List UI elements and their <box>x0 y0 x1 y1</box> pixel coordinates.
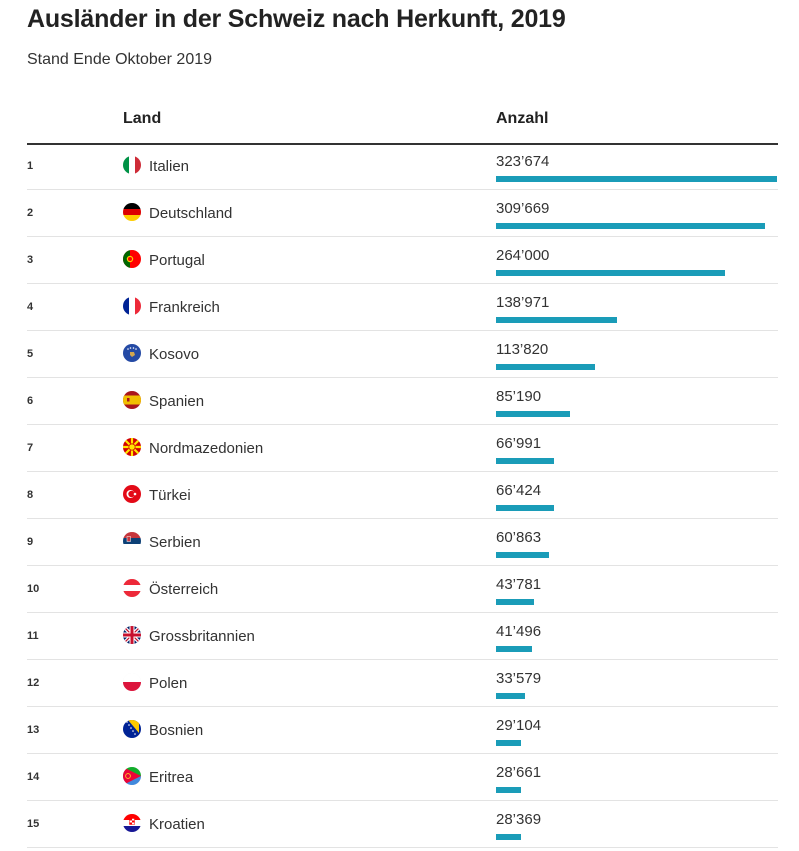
rank-label: 6 <box>27 395 34 407</box>
table-row: 2 Deutschland 309’669 <box>27 190 778 237</box>
value-label: 60’863 <box>496 529 542 546</box>
table-row: 9 Serbien 60’863 <box>27 519 778 566</box>
serbia-flag-icon <box>123 532 141 550</box>
table-row: 6 Spanien 85’190 <box>27 378 778 425</box>
rank-label: 7 <box>27 442 34 454</box>
value-label: 309’669 <box>496 200 550 217</box>
value-label: 41’496 <box>496 623 542 640</box>
country-label: Bosnien <box>149 722 204 739</box>
france-flag-icon <box>123 297 141 315</box>
value-bar <box>496 176 777 182</box>
value-bar <box>496 740 521 746</box>
country-label: Italien <box>149 158 190 175</box>
table-row: 3 Portugal 264’000 <box>27 237 778 284</box>
table-body: 1 Italien 323’674 2 Deutschland 309’669 3 Portu… <box>27 143 778 848</box>
value-label: 138’971 <box>496 294 550 311</box>
country-label: Türkei <box>149 487 191 504</box>
value-bar <box>496 834 521 840</box>
country-label: Polen <box>149 675 188 692</box>
table-row: 12 Polen 33’579 <box>27 660 778 707</box>
uk-flag-icon <box>123 626 141 644</box>
value-label: 66’424 <box>496 482 542 499</box>
italy-flag-icon <box>123 156 141 174</box>
rank-label: 4 <box>27 301 34 313</box>
table-row: 14 Eritrea 28’661 <box>27 754 778 801</box>
value-label: 43’781 <box>496 576 542 593</box>
country-label: Kosovo <box>149 346 200 363</box>
table-row: 1 Italien 323’674 <box>27 143 778 190</box>
rank-label: 14 <box>27 771 40 783</box>
rank-label: 15 <box>27 818 40 830</box>
bosnia-flag-icon <box>123 720 141 738</box>
table-row: 5 Kosovo 113’820 <box>27 331 778 378</box>
kosovo-flag-icon <box>123 344 141 362</box>
portugal-flag-icon <box>123 250 141 268</box>
austria-flag-icon <box>123 579 141 597</box>
rank-label: 11 <box>27 630 39 642</box>
table-row: 15 Kroatien 28’369 <box>27 801 778 848</box>
value-label: 323’674 <box>496 153 550 170</box>
rank-label: 9 <box>27 536 34 548</box>
country-label: Serbien <box>149 534 201 551</box>
table-row: 11 Grossbritannien 41’496 <box>27 613 778 660</box>
rank-label: 3 <box>27 254 34 266</box>
germany-flag-icon <box>123 203 141 221</box>
country-label: Kroatien <box>149 816 205 833</box>
rank-label: 12 <box>27 677 40 689</box>
value-label: 66’991 <box>496 435 542 452</box>
north-macedonia-flag-icon <box>123 438 141 456</box>
value-label: 28’661 <box>496 764 542 781</box>
croatia-flag-icon <box>123 814 141 832</box>
table-row: 10 Österreich 43’781 <box>27 566 778 613</box>
value-bar <box>496 411 570 417</box>
country-label: Eritrea <box>149 769 194 786</box>
value-bar <box>496 223 765 229</box>
country-label: Nordmazedonien <box>149 440 264 457</box>
rank-label: 2 <box>27 207 34 219</box>
value-bar <box>496 693 525 699</box>
rank-label: 8 <box>27 489 34 501</box>
value-bar <box>496 599 534 605</box>
page-subtitle: Stand Ende Oktober 2019 <box>27 51 213 68</box>
value-label: 33’579 <box>496 670 542 687</box>
rank-label: 13 <box>27 724 40 736</box>
column-header-anzahl: Anzahl <box>496 110 549 127</box>
country-label: Spanien <box>149 393 205 410</box>
table-header: Land Anzahl <box>27 108 778 145</box>
value-bar <box>496 270 725 276</box>
value-label: 29’104 <box>496 717 542 734</box>
table-row: 4 Frankreich 138’971 <box>27 284 778 331</box>
table-row: 13 Bosnien 29’104 <box>27 707 778 754</box>
turkey-flag-icon <box>123 485 141 503</box>
page-title: Ausländer in der Schweiz nach Herkunft, … <box>27 5 566 33</box>
table-row: 7 Nordmazedonien 66’991 <box>27 425 778 472</box>
country-label: Deutschland <box>149 205 233 222</box>
value-bar <box>496 317 617 323</box>
table-row: 8 Türkei 66’424 <box>27 472 778 519</box>
eritrea-flag-icon <box>123 767 141 785</box>
value-bar <box>496 364 595 370</box>
value-bar <box>496 458 554 464</box>
country-label: Frankreich <box>149 299 220 316</box>
value-label: 28’369 <box>496 811 542 828</box>
poland-flag-icon <box>123 673 141 691</box>
value-bar <box>496 505 554 511</box>
column-header-land: Land <box>123 110 162 127</box>
rank-label: 5 <box>27 348 34 360</box>
country-label: Österreich <box>149 581 219 598</box>
spain-flag-icon <box>123 391 141 409</box>
value-bar <box>496 787 521 793</box>
country-label: Grossbritannien <box>149 628 255 645</box>
rank-label: 10 <box>27 583 40 595</box>
value-bar <box>496 552 549 558</box>
value-label: 85’190 <box>496 388 542 405</box>
rank-label: 1 <box>27 160 34 172</box>
value-label: 113’820 <box>496 341 549 358</box>
value-bar <box>496 646 532 652</box>
value-label: 264’000 <box>496 247 550 264</box>
country-label: Portugal <box>149 252 205 269</box>
